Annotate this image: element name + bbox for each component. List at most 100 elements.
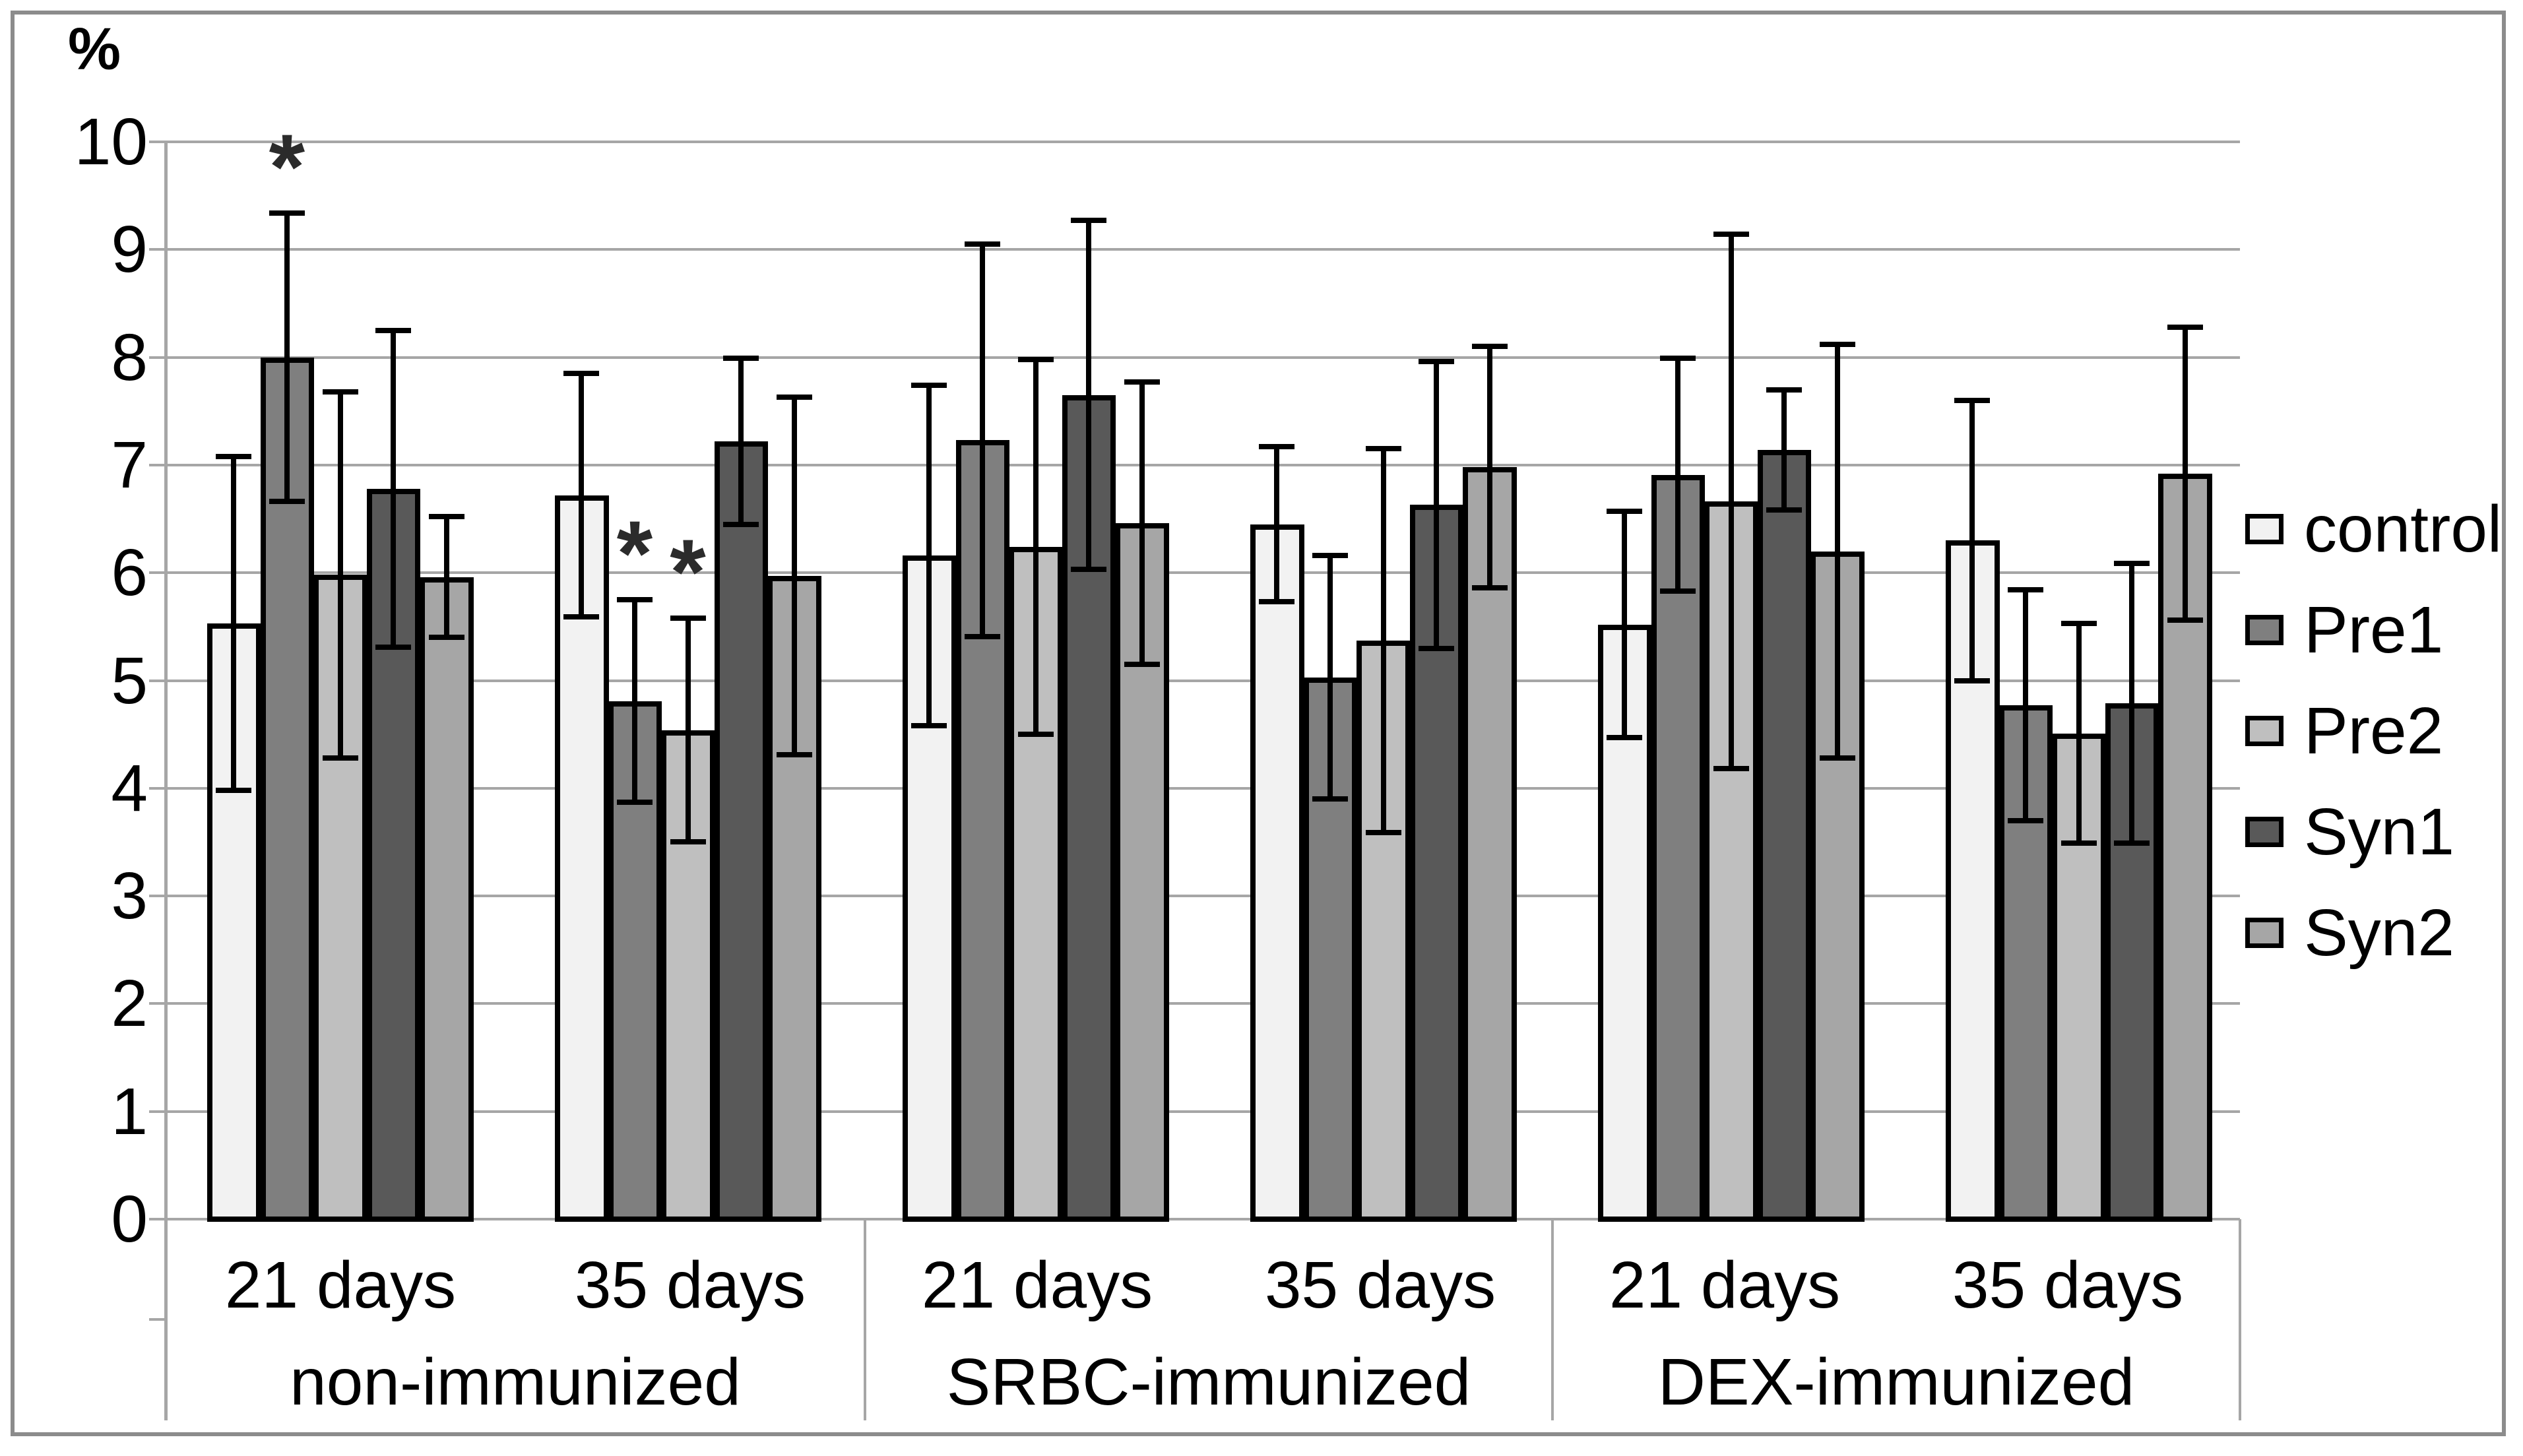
- category-separator-3: [2239, 1219, 2241, 1420]
- error-cap-top-control-3: [1259, 444, 1295, 450]
- error-cap-top-Syn2-2: [1124, 379, 1160, 385]
- error-cap-top-Syn2-3: [1471, 344, 1508, 350]
- error-cap-top-Syn1-4: [1766, 387, 1803, 393]
- y-tick-label-1: 1: [111, 1074, 148, 1149]
- error-cap-top-Pre2-0: [322, 389, 358, 395]
- error-cap-bottom-Pre1-0: [269, 499, 305, 505]
- error-bar-control-0: [231, 456, 237, 791]
- error-bar-Syn2-0: [443, 517, 449, 638]
- y-tick-label-3: 3: [111, 859, 148, 934]
- error-bar-Pre1-0: [284, 212, 290, 502]
- significance-asterisk-1: *: [616, 501, 653, 606]
- error-cap-bottom-control-5: [1954, 678, 1991, 683]
- gridline-6: [166, 571, 2240, 575]
- y-tick-9: [149, 248, 166, 251]
- error-cap-top-Pre2-2: [1017, 356, 1054, 362]
- error-cap-bottom-Pre2-3: [1365, 829, 1401, 835]
- error-cap-top-Pre1-3: [1312, 553, 1348, 559]
- x-subgroup-label-1: 35 days: [574, 1248, 806, 1322]
- error-cap-bottom-Syn1-4: [1766, 507, 1803, 513]
- gridline-5: [166, 679, 2240, 682]
- bar-control-4: [1598, 624, 1652, 1222]
- bar-Syn1-1: [714, 441, 769, 1222]
- error-bar-Pre1-1: [631, 600, 637, 803]
- error-cap-bottom-Syn2-5: [2167, 617, 2203, 623]
- error-cap-bottom-Pre1-3: [1312, 796, 1348, 802]
- error-bar-control-1: [579, 373, 585, 617]
- significance-asterisk-2: *: [670, 519, 706, 623]
- error-bar-Syn2-5: [2182, 327, 2188, 621]
- legend-label-Pre1: Pre1: [2304, 593, 2444, 667]
- error-cap-top-Syn2-5: [2167, 324, 2203, 330]
- gridline-1: [166, 1110, 2240, 1113]
- error-bar-control-5: [1969, 400, 1975, 681]
- y-tick-label-2: 2: [111, 966, 148, 1041]
- error-bar-Pre2-3: [1380, 449, 1386, 833]
- legend-label-control: control: [2304, 492, 2503, 566]
- error-bar-Syn2-4: [1834, 344, 1840, 759]
- error-cap-bottom-Pre2-1: [670, 839, 706, 845]
- y-tick-label-7: 7: [111, 427, 148, 502]
- y-tick-0: [149, 1218, 166, 1220]
- error-bar-Pre2-1: [685, 617, 691, 842]
- error-cap-top-Syn1-5: [2114, 560, 2150, 566]
- error-cap-top-Syn1-3: [1419, 359, 1455, 365]
- error-cap-top-Pre1-1: [616, 597, 653, 603]
- bar-Syn2-2: [1115, 523, 1169, 1222]
- error-bar-Syn2-3: [1486, 346, 1492, 588]
- y-tick-label-5: 5: [111, 643, 148, 718]
- x-group-label-0: non-immunized: [290, 1345, 741, 1419]
- error-bar-Syn1-3: [1434, 362, 1440, 649]
- gridline-10: [166, 141, 2240, 143]
- error-bar-control-2: [926, 385, 932, 726]
- error-bar-control-4: [1622, 511, 1628, 738]
- error-bar-Pre1-5: [2022, 590, 2028, 821]
- significance-asterisk-0: *: [269, 114, 305, 218]
- error-cap-bottom-Pre2-0: [322, 755, 358, 761]
- x-axis-row-divider-tick: [149, 1318, 166, 1321]
- error-cap-bottom-Pre1-4: [1659, 588, 1696, 594]
- y-tick-4: [149, 786, 166, 790]
- error-cap-top-control-5: [1954, 397, 1991, 403]
- error-cap-bottom-Pre1-5: [2007, 817, 2043, 823]
- error-cap-bottom-Syn1-0: [375, 644, 412, 650]
- category-separator-1: [864, 1219, 866, 1420]
- error-cap-top-Pre2-5: [2060, 620, 2097, 626]
- error-cap-bottom-control-1: [563, 614, 600, 620]
- error-bar-Pre1-2: [979, 244, 985, 637]
- error-cap-top-control-4: [1607, 509, 1643, 515]
- error-cap-top-Syn1-0: [375, 327, 412, 333]
- error-cap-bottom-control-4: [1607, 735, 1643, 741]
- error-bar-Pre2-5: [2076, 623, 2082, 844]
- legend-label-Syn2: Syn2: [2304, 896, 2454, 970]
- error-cap-top-Syn1-2: [1071, 218, 1107, 224]
- error-bar-Pre1-3: [1327, 555, 1333, 800]
- error-bar-Syn1-0: [391, 330, 397, 647]
- gridline-0: [166, 1218, 2240, 1220]
- error-bar-Syn2-2: [1139, 382, 1145, 664]
- x-group-label-1: SRBC-immunized: [946, 1345, 1471, 1419]
- error-cap-top-control-2: [911, 383, 947, 389]
- legend-label-Syn1: Syn1: [2304, 795, 2454, 869]
- error-cap-bottom-control-0: [216, 788, 252, 794]
- x-group-label-2: DEX-immunized: [1657, 1345, 2135, 1419]
- error-cap-bottom-Syn2-0: [428, 635, 464, 641]
- error-cap-bottom-control-2: [911, 723, 947, 729]
- y-tick-10: [149, 141, 166, 143]
- error-cap-top-Pre2-1: [670, 615, 706, 621]
- error-cap-bottom-Syn2-1: [776, 752, 812, 758]
- error-cap-top-Syn2-1: [776, 395, 812, 400]
- bar-Syn1-2: [1062, 395, 1116, 1222]
- error-cap-top-Pre2-3: [1365, 446, 1401, 452]
- error-cap-bottom-Syn2-4: [1819, 755, 1855, 761]
- error-bar-Syn1-4: [1781, 389, 1787, 511]
- y-tick-label-0: 0: [111, 1182, 148, 1256]
- category-separator-2: [1551, 1219, 1554, 1420]
- error-cap-top-Pre1-2: [964, 241, 1000, 247]
- y-axis-unit-label: %: [67, 16, 121, 82]
- legend-swatch-Syn1: [2245, 817, 2283, 847]
- bar-Syn2-3: [1463, 467, 1517, 1222]
- error-cap-bottom-Syn2-2: [1124, 662, 1160, 667]
